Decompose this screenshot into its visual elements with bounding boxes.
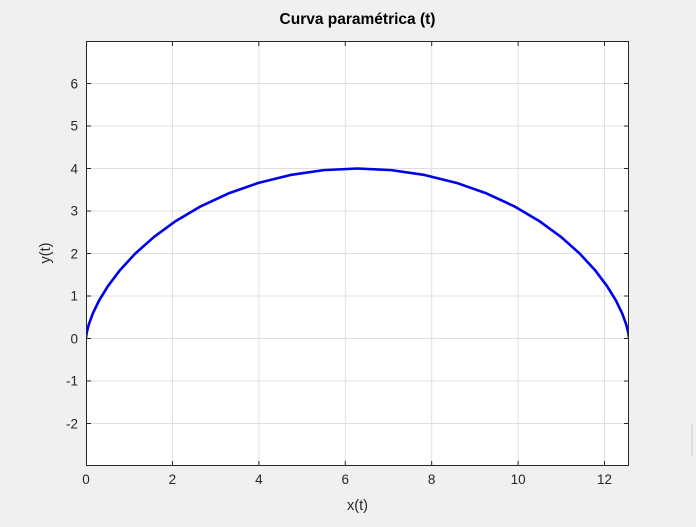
- x-tick-label: 6: [341, 472, 350, 487]
- plot-area: [86, 41, 629, 466]
- x-axis-tick-labels: 0 2 4 6 8 10 12: [82, 466, 629, 488]
- y-tick-label: 2: [70, 246, 78, 261]
- plot-canvas: [86, 41, 629, 466]
- y-tick-label: 3: [70, 203, 78, 219]
- x-tick-label: 8: [427, 472, 436, 487]
- x-tick-label: 10: [510, 472, 526, 487]
- y-axis-label: y(t): [38, 242, 54, 264]
- y-tick-label: 6: [70, 76, 78, 91]
- y-tick-label: 0: [70, 331, 78, 346]
- y-tick-label: -2: [65, 416, 78, 431]
- y-tick-label: 4: [70, 161, 78, 176]
- x-tick-label: 2: [168, 472, 177, 487]
- y-tick-label: 5: [70, 118, 78, 134]
- y-tick-label: -1: [65, 373, 78, 389]
- axes-box: [86, 41, 629, 466]
- plot-title: Curva paramétrica (t): [279, 11, 436, 28]
- x-tick-label: 12: [597, 472, 613, 487]
- x-tick-label: 0: [82, 472, 90, 487]
- y-axis-tick-labels: -2 -1 0 1 2 3 4 5 6: [0, 41, 78, 466]
- y-tick-label: 1: [70, 288, 78, 304]
- x-axis-label: x(t): [347, 498, 368, 514]
- window-edge-artifact: [691, 424, 693, 456]
- x-tick-label: 4: [255, 472, 263, 487]
- parametric-curve: [86, 167, 629, 340]
